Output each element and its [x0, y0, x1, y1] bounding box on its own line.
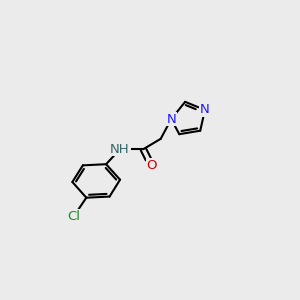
Text: N: N	[200, 103, 210, 116]
Text: N: N	[166, 113, 176, 126]
Text: O: O	[146, 159, 157, 172]
Text: NH: NH	[110, 143, 130, 156]
Text: Cl: Cl	[67, 210, 80, 223]
